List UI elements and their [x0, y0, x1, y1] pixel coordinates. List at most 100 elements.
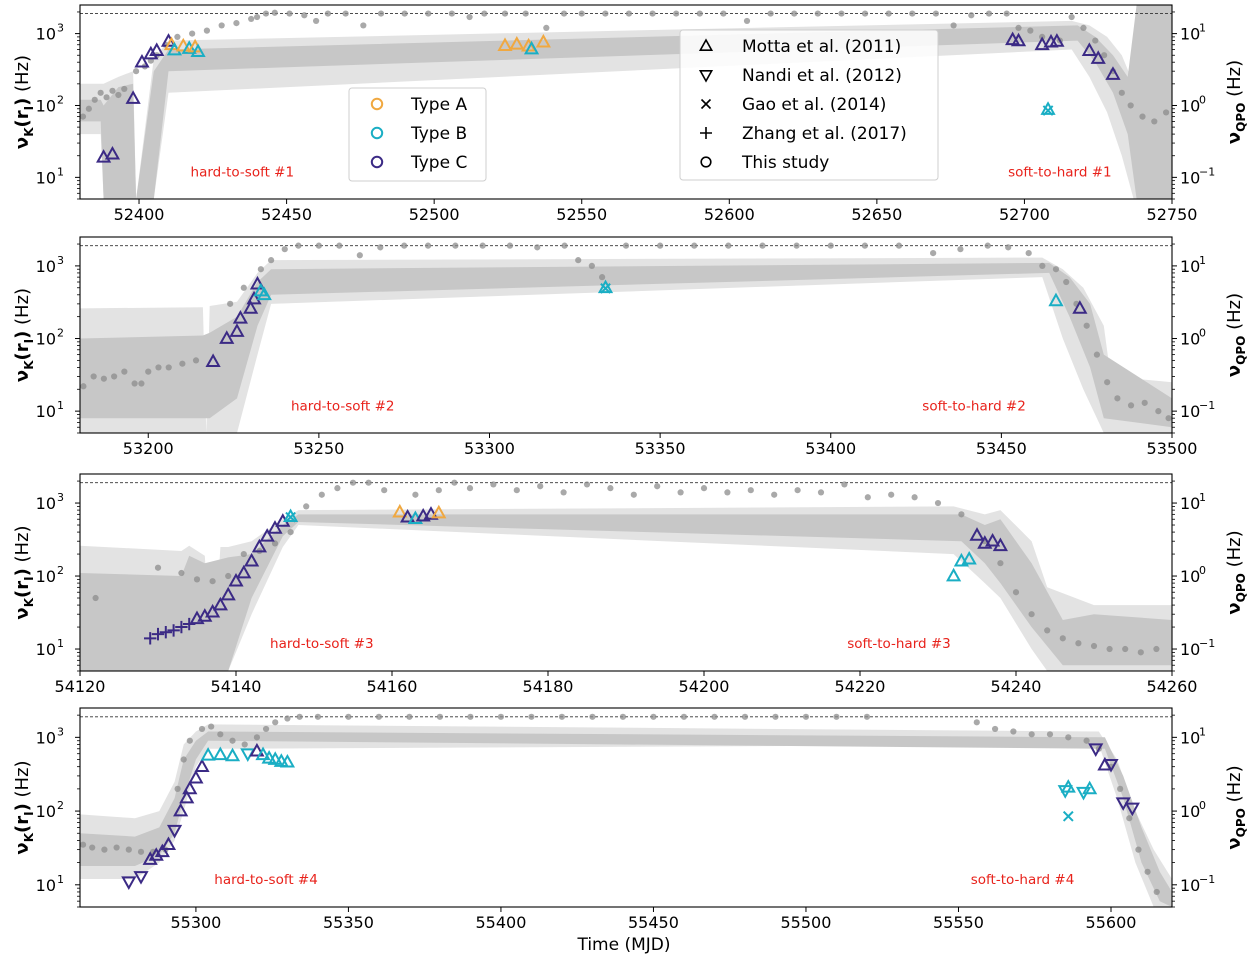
frequency-point — [80, 383, 87, 390]
qpo-marker-type-c — [166, 824, 183, 839]
y-tick-label-right-exponent: 0 — [1199, 564, 1206, 577]
frequency-point — [284, 715, 291, 722]
y-axis-label-right: νQPO (Hz) — [1224, 60, 1248, 144]
frequency-point — [497, 713, 505, 720]
legend-source-frame — [679, 29, 939, 181]
y-tick-label-left: 10 — [36, 330, 56, 349]
frequency-point — [1126, 815, 1133, 822]
y-tick-label-right: 10 — [1180, 494, 1200, 513]
x-tick-label: 53500 — [1147, 439, 1198, 458]
qpo-marker-type-c — [149, 42, 165, 56]
frequency-point — [1141, 399, 1148, 406]
frequency-point — [466, 485, 474, 492]
legend-source-4-marker — [700, 156, 712, 168]
frequency-point — [193, 576, 201, 583]
qpo-marker-type-c — [969, 527, 985, 541]
legend-source-1-marker — [698, 70, 714, 83]
x-tick-label: 55350 — [323, 913, 374, 932]
uncertainty-band-dark — [80, 5, 1172, 199]
axes-frame — [79, 473, 1173, 672]
panel-4: hard-to-soft #4 soft-to-hard #4 55300 55350… — [12, 707, 1248, 932]
legend-type-frame — [348, 87, 487, 182]
qpo-marker-type-c — [142, 851, 158, 865]
frequency-point — [725, 242, 732, 249]
qpo-marker-type-c — [267, 520, 283, 534]
frequency-point — [241, 741, 248, 748]
x-tick-label: 53350 — [635, 439, 686, 458]
uncertainty-band-light — [80, 506, 1172, 671]
frequency-point — [772, 713, 779, 720]
frequency-point — [125, 846, 132, 853]
frequency-point — [932, 10, 939, 17]
y-tick-label-right-exponent: 1 — [1199, 725, 1206, 738]
y-tick-label-right: 10 — [1180, 802, 1200, 821]
frequency-point — [741, 713, 749, 720]
qpo-marker-type-b — [267, 751, 283, 765]
x-tick-label: 54240 — [991, 677, 1042, 696]
y-tick-label-right-exponent: 1 — [1199, 22, 1206, 35]
panel-2: hard-to-soft #2 soft-to-hard #2 53200 53250… — [12, 236, 1248, 458]
frequency-point — [680, 713, 688, 720]
y-tick-label-left-exponent: 2 — [57, 799, 64, 812]
frequency-point — [225, 572, 232, 580]
frequency-point — [412, 491, 419, 498]
y-tick-label-left-exponent: 1 — [57, 399, 64, 412]
frequency-point — [1063, 278, 1070, 286]
qpo-marker-type-b — [255, 746, 271, 761]
frequency-point — [997, 560, 1004, 567]
frequency-point — [103, 94, 110, 101]
x-tick-label: 53200 — [123, 439, 174, 458]
frequency-point — [888, 491, 895, 498]
frequency-point — [838, 10, 845, 17]
frequency-point — [109, 87, 116, 94]
uncertainty-band-dark — [80, 262, 1172, 428]
x-tick-label: 52400 — [114, 205, 165, 224]
frequency-point — [377, 10, 385, 17]
y-axis-label-right: νQPO (Hz) — [1224, 765, 1248, 849]
qpo-marker-type-b — [190, 43, 206, 58]
frequency-point — [1139, 113, 1146, 120]
x-tick-label: 54120 — [55, 677, 106, 696]
frequency-point — [1028, 731, 1035, 738]
qpo-marker-type-c — [182, 780, 198, 795]
y-tick-label-left-exponent: 1 — [57, 165, 64, 178]
frequency-point — [1153, 645, 1160, 653]
frequency-point — [1151, 118, 1158, 125]
y-tick-label-left-exponent: 3 — [57, 22, 64, 35]
frequency-point — [229, 737, 236, 744]
qpo-marker-type-c — [1103, 759, 1119, 773]
y-tick-label-right: 10 — [1180, 168, 1200, 187]
qpo-marker-type-a — [497, 37, 513, 51]
frequency-point — [365, 479, 372, 486]
frequency-point — [1117, 785, 1124, 792]
frequency-point — [677, 489, 684, 496]
frequency-point — [1162, 109, 1170, 116]
frequency-point — [558, 713, 566, 720]
frequency-point — [1093, 351, 1101, 358]
frequency-point — [1083, 322, 1090, 329]
qpo-marker-type-c — [104, 145, 121, 160]
legend-source-4-label: This study — [741, 153, 829, 173]
frequency-point — [452, 242, 459, 249]
x-tick-label: 52500 — [409, 205, 460, 224]
frequency-point — [654, 483, 661, 490]
y-axis-label-right: νQPO (Hz) — [1224, 293, 1248, 377]
qpo-marker-type-c — [205, 353, 221, 368]
y-axis-label-right: νQPO (Hz) — [1224, 530, 1248, 614]
frequency-point — [1027, 27, 1034, 34]
frequency-point — [272, 719, 279, 726]
qpo-marker-type-c — [1090, 50, 1106, 64]
frequency-point — [513, 487, 520, 494]
frequency-point — [543, 24, 550, 32]
legend-source: Motta et al. (2011) Nandi et al. (2012) Ga… — [679, 29, 939, 181]
panels-group: hard-to-soft #1 soft-to-hard #1 52400 52450… — [12, 4, 1248, 932]
frequency-point — [528, 713, 535, 720]
frequency-point — [885, 10, 892, 17]
frequency-point — [630, 491, 637, 498]
panel-3-plot-area — [80, 479, 1172, 671]
frequency-point — [1106, 645, 1113, 653]
frequency-point — [137, 848, 145, 855]
y-tick-label-left-exponent: 2 — [57, 93, 64, 106]
qpo-marker-type-a — [509, 36, 525, 50]
frequency-point — [189, 30, 196, 37]
